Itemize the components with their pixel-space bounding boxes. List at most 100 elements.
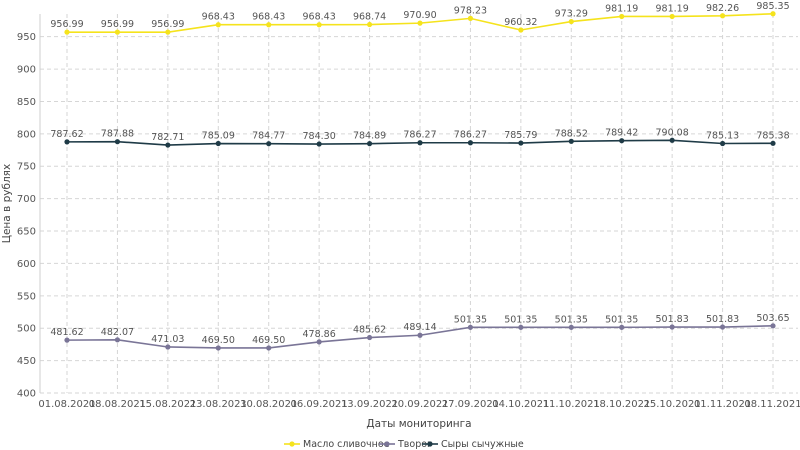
data-label: 968.74 xyxy=(353,12,386,23)
data-point xyxy=(720,324,725,329)
data-point xyxy=(367,335,372,340)
y-tick-label: 750 xyxy=(17,162,36,173)
data-label: 787.62 xyxy=(50,129,83,140)
legend-label: Масло сливочное xyxy=(303,439,390,450)
data-label: 471.03 xyxy=(151,334,184,345)
data-label: 501.35 xyxy=(555,314,588,325)
data-point xyxy=(720,141,725,146)
data-label: 981.19 xyxy=(605,3,638,14)
data-label: 469.50 xyxy=(252,335,285,346)
data-label: 970.90 xyxy=(403,10,436,21)
data-point xyxy=(266,345,271,350)
data-label: 973.29 xyxy=(555,9,588,20)
data-point xyxy=(670,324,675,329)
x-tick-label: 06.09.2021 xyxy=(291,399,348,410)
data-label: 968.43 xyxy=(202,12,235,23)
data-point xyxy=(518,325,523,330)
legend-marker xyxy=(289,441,294,446)
y-tick-label: 400 xyxy=(17,389,36,400)
data-label: 956.99 xyxy=(151,19,184,30)
data-label: 968.43 xyxy=(252,12,285,23)
y-tick-label: 700 xyxy=(17,194,36,205)
data-point xyxy=(619,325,624,330)
data-point xyxy=(64,30,69,35)
x-tick-label: 15.08.2021 xyxy=(139,399,196,410)
data-point xyxy=(670,14,675,19)
data-label: 784.77 xyxy=(252,131,285,142)
data-point xyxy=(518,140,523,145)
data-point xyxy=(569,139,574,144)
data-label: 485.62 xyxy=(353,325,386,336)
data-point xyxy=(216,22,221,27)
x-tick-label: 30.08.2021 xyxy=(240,399,297,410)
data-point xyxy=(770,141,775,146)
data-label: 489.14 xyxy=(403,322,436,333)
data-point xyxy=(367,22,372,27)
data-label: 968.43 xyxy=(303,12,336,23)
x-tick-label: 08.11.2021 xyxy=(744,399,800,410)
data-label: 481.62 xyxy=(50,327,83,338)
data-point xyxy=(367,141,372,146)
data-label: 501.35 xyxy=(454,314,487,325)
data-point xyxy=(216,345,221,350)
data-label: 956.99 xyxy=(101,19,134,30)
data-point xyxy=(165,344,170,349)
x-tick-label: 11.10.2021 xyxy=(543,399,600,410)
data-point xyxy=(468,16,473,21)
data-label: 788.52 xyxy=(555,128,588,139)
legend-label: Сыры сычужные xyxy=(441,439,524,450)
x-tick-label: 25.10.2021 xyxy=(644,399,701,410)
data-point xyxy=(266,22,271,27)
data-point xyxy=(317,339,322,344)
data-label: 785.13 xyxy=(706,130,739,141)
y-tick-label: 500 xyxy=(17,324,36,335)
data-label: 784.89 xyxy=(353,131,386,142)
data-point xyxy=(468,325,473,330)
x-tick-label: 18.10.2021 xyxy=(593,399,650,410)
legend-marker xyxy=(427,441,432,446)
data-point xyxy=(619,138,624,143)
data-label: 501.83 xyxy=(706,314,739,325)
data-label: 501.35 xyxy=(504,314,537,325)
data-label: 782.71 xyxy=(151,132,184,143)
data-point xyxy=(165,142,170,147)
data-label: 501.83 xyxy=(656,314,689,325)
data-label: 482.07 xyxy=(101,327,134,338)
data-label: 981.19 xyxy=(656,3,689,14)
data-point xyxy=(115,139,120,144)
y-tick-label: 600 xyxy=(17,259,36,270)
data-point xyxy=(417,140,422,145)
data-label: 789.42 xyxy=(605,128,638,139)
data-point xyxy=(317,141,322,146)
data-point xyxy=(266,141,271,146)
data-label: 501.35 xyxy=(605,314,638,325)
data-point xyxy=(165,30,170,35)
x-tick-label: 27.09.2021 xyxy=(442,399,499,410)
data-point xyxy=(569,325,574,330)
data-label: 503.65 xyxy=(756,313,789,324)
data-label: 786.27 xyxy=(403,130,436,141)
data-label: 978.23 xyxy=(454,5,487,16)
data-point xyxy=(317,22,322,27)
data-point xyxy=(670,138,675,143)
data-point xyxy=(417,21,422,26)
y-axis-title: Цена в рублях xyxy=(1,164,13,243)
data-label: 785.09 xyxy=(202,131,235,142)
x-tick-label: 08.08.2021 xyxy=(89,399,146,410)
data-point xyxy=(619,14,624,19)
y-tick-label: 850 xyxy=(17,97,36,108)
data-label: 982.26 xyxy=(706,3,739,14)
y-tick-label: 550 xyxy=(17,291,36,302)
data-label: 790.08 xyxy=(656,127,689,138)
y-tick-label: 900 xyxy=(17,65,36,76)
data-label: 478.86 xyxy=(303,329,336,340)
data-point xyxy=(115,337,120,342)
data-label: 985.35 xyxy=(756,1,789,12)
data-point xyxy=(720,13,725,18)
data-point xyxy=(569,19,574,24)
data-label: 785.79 xyxy=(504,130,537,141)
data-label: 956.99 xyxy=(50,19,83,30)
data-point xyxy=(770,11,775,16)
data-label: 787.88 xyxy=(101,129,134,140)
